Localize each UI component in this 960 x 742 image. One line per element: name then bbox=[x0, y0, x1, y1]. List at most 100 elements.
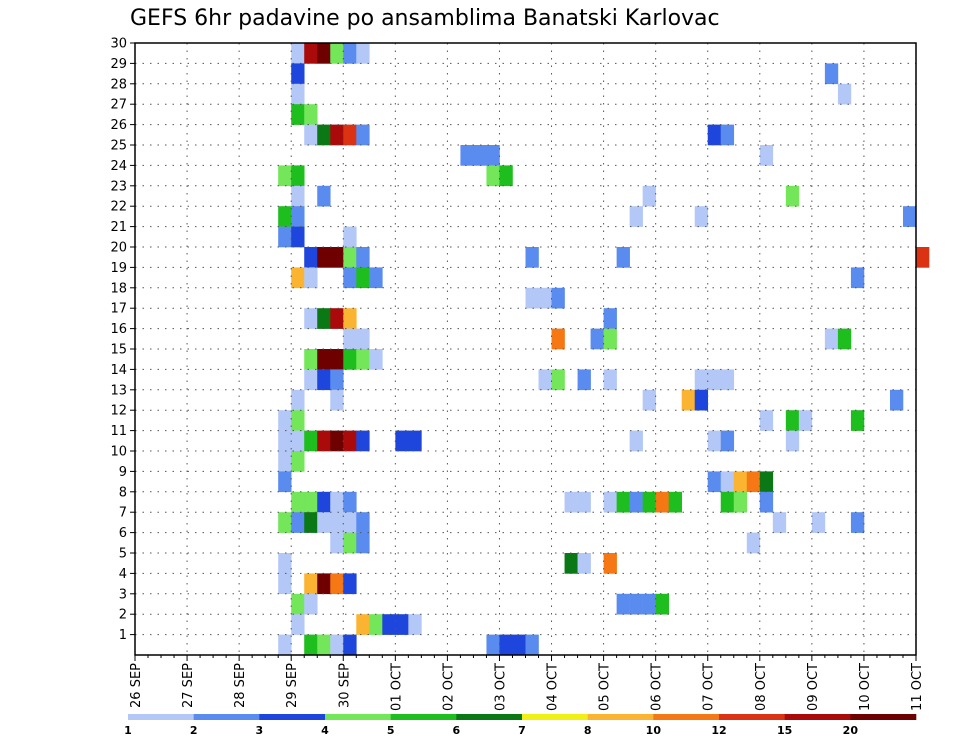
heatmap-cell bbox=[291, 430, 305, 452]
heatmap-cell bbox=[486, 634, 500, 656]
y-tick-label: 5 bbox=[119, 547, 127, 562]
heatmap-cell bbox=[304, 124, 318, 146]
heatmap-cell bbox=[330, 43, 344, 64]
heatmap-cell bbox=[356, 532, 370, 554]
heatmap-cell bbox=[356, 328, 370, 350]
heatmap-cell bbox=[603, 308, 617, 329]
heatmap-cell bbox=[343, 43, 357, 64]
y-tick-label: 17 bbox=[110, 302, 127, 317]
heatmap-cell bbox=[330, 430, 344, 452]
heatmap-cell bbox=[291, 43, 305, 64]
heatmap-cell bbox=[655, 491, 669, 513]
heatmap-cell bbox=[356, 43, 370, 64]
heatmap-cell bbox=[889, 389, 904, 411]
heatmap-cell bbox=[278, 206, 292, 227]
heatmap-cell bbox=[707, 369, 722, 391]
heatmap-cell bbox=[694, 389, 709, 411]
heatmap-cell bbox=[317, 430, 331, 452]
heatmap-cell bbox=[356, 430, 370, 452]
heatmap-cell bbox=[343, 573, 357, 595]
heatmap-cell bbox=[902, 206, 917, 227]
heatmap-cell bbox=[278, 634, 292, 656]
colorbar-segment bbox=[587, 714, 654, 720]
heatmap-cell bbox=[317, 369, 331, 391]
heatmap-cell bbox=[629, 430, 643, 452]
x-tick-label: 27 SEP bbox=[181, 663, 196, 708]
heatmap-cell bbox=[564, 553, 578, 574]
y-tick-label: 14 bbox=[110, 363, 127, 378]
heatmap-cell bbox=[330, 491, 344, 513]
heatmap-cell bbox=[317, 349, 331, 370]
heatmap-cell bbox=[330, 247, 344, 268]
heatmap-cell bbox=[343, 124, 357, 146]
y-tick-label: 18 bbox=[110, 281, 127, 296]
heatmap-cell bbox=[785, 410, 800, 431]
heatmap-cell bbox=[304, 512, 318, 533]
heatmap-cell bbox=[304, 369, 318, 391]
heatmap-cell bbox=[330, 573, 344, 595]
y-tick-label: 27 bbox=[110, 98, 127, 113]
heatmap-cell bbox=[642, 389, 656, 411]
y-tick-label: 15 bbox=[110, 343, 127, 358]
heatmap-cell bbox=[668, 491, 682, 513]
y-tick-label: 13 bbox=[110, 383, 127, 398]
heatmap-cell bbox=[525, 247, 539, 268]
heatmap-cell bbox=[759, 145, 774, 166]
grid-lines bbox=[135, 42, 916, 655]
heatmap-cell bbox=[330, 532, 344, 554]
heatmap-cell bbox=[603, 491, 617, 513]
heatmap-cell bbox=[317, 573, 331, 595]
heatmap-cell bbox=[642, 593, 656, 615]
x-axis: 26 SEP 27 SEP 28 SEP 29 SEP 30 SEP 01 OCT 02 O… bbox=[129, 655, 925, 711]
heatmap-cell bbox=[291, 185, 305, 207]
heatmap-cell bbox=[824, 63, 839, 85]
colorbar-segment bbox=[850, 714, 917, 720]
heatmap-cell bbox=[278, 226, 292, 248]
colorbar-label: 20 bbox=[843, 724, 859, 737]
heatmap-cell bbox=[343, 349, 357, 370]
heatmap-cell bbox=[330, 369, 344, 391]
x-tick-label: 01 OCT bbox=[389, 663, 404, 711]
y-tick-label: 10 bbox=[110, 445, 127, 460]
x-tick-label: 11 OCT bbox=[910, 663, 925, 711]
y-tick-label: 16 bbox=[110, 322, 127, 337]
heatmap-cell bbox=[499, 634, 513, 656]
heatmap-cell bbox=[278, 451, 292, 472]
heatmap-cell bbox=[291, 491, 305, 513]
heatmap-cell bbox=[278, 471, 292, 493]
colorbar-segment bbox=[390, 714, 457, 720]
heatmap-cell bbox=[356, 512, 370, 533]
heatmap-cell bbox=[616, 491, 630, 513]
heatmap-cell bbox=[642, 185, 656, 207]
heatmap-cell bbox=[330, 634, 344, 656]
heatmap-cell bbox=[603, 369, 617, 391]
heatmap-cell bbox=[629, 593, 643, 615]
heatmap-cell bbox=[330, 389, 344, 411]
heatmap-cell bbox=[304, 349, 318, 370]
heatmap-cell bbox=[798, 410, 813, 431]
heatmap-cell bbox=[720, 430, 735, 452]
heatmap-cell bbox=[291, 104, 305, 125]
heatmap-cell bbox=[356, 267, 370, 289]
heatmap-cell bbox=[655, 593, 669, 615]
heatmap-cell bbox=[291, 593, 305, 615]
heatmap-cell bbox=[460, 145, 474, 166]
heatmap-cell bbox=[278, 512, 292, 533]
colorbar-segment bbox=[456, 714, 523, 720]
heatmap-cell bbox=[369, 349, 383, 370]
heatmap-cell bbox=[850, 512, 865, 533]
colorbar-legend: 1 2 3 4 5 6 7 8 10 12 15 20 bbox=[124, 714, 917, 737]
x-tick-label: 10 OCT bbox=[858, 663, 873, 711]
heatmap-cell bbox=[681, 389, 696, 411]
heatmap-cell bbox=[694, 206, 709, 227]
heatmap-cell bbox=[330, 512, 344, 533]
heatmap-cell bbox=[746, 532, 761, 554]
heatmap-cell bbox=[616, 593, 630, 615]
heatmap-cell bbox=[304, 573, 318, 595]
heatmap-cell bbox=[408, 614, 422, 635]
heatmap-cell bbox=[733, 471, 748, 493]
colorbar-label: 10 bbox=[646, 724, 662, 737]
heatmap-cell bbox=[369, 614, 383, 635]
heatmap-cell bbox=[603, 553, 617, 574]
